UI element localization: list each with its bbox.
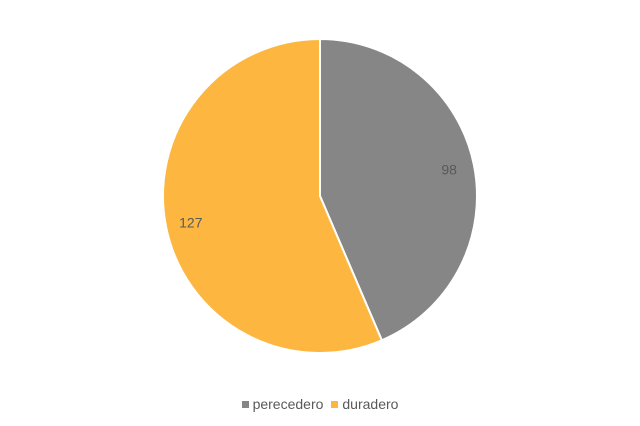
legend-item-duradero[interactable]: duradero	[331, 396, 398, 412]
legend-label-perecedero: perecedero	[252, 396, 324, 412]
legend-label-duradero: duradero	[342, 396, 399, 412]
pie-slice-perecedero[interactable]	[319, 37, 478, 342]
legend: perecedero duradero	[0, 396, 640, 412]
data-label-perecedero: 98	[441, 161, 457, 177]
legend-swatch-duradero	[331, 400, 339, 408]
legend-item-perecedero[interactable]: perecedero	[241, 396, 324, 412]
legend-swatch-perecedero	[241, 400, 249, 408]
data-label-duradero: 127	[179, 215, 203, 231]
pie-slice-duradero[interactable]	[162, 37, 384, 354]
